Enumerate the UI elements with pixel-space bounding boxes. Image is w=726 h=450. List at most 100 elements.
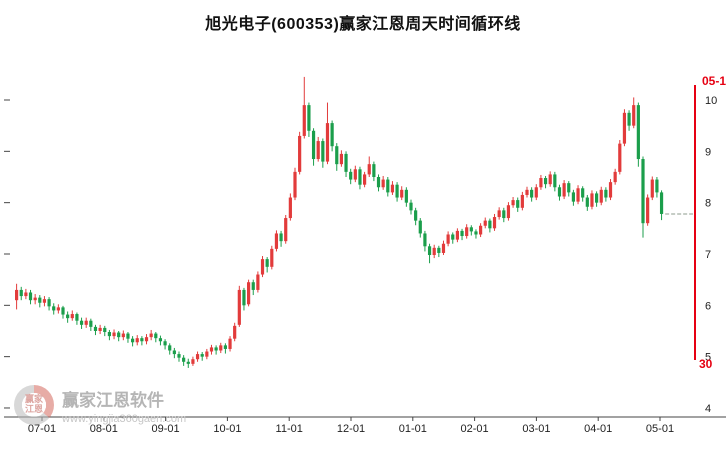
candle-body [223, 345, 227, 349]
candle-body [567, 183, 571, 193]
candle-body [131, 338, 135, 343]
y-tick-label: 9 [705, 146, 711, 158]
candle-body [98, 327, 102, 331]
candle-body [618, 143, 622, 172]
candle-body [465, 227, 469, 237]
candle-body [172, 350, 176, 355]
candle-body [316, 141, 320, 160]
candle-body [469, 227, 473, 232]
x-tick-label: 11-01 [276, 423, 303, 435]
candle-body [386, 179, 390, 193]
candle-body [284, 218, 288, 242]
candle-body [330, 123, 334, 147]
candle-body [562, 183, 566, 197]
y-tick-label: 7 [705, 249, 711, 261]
candle-body [548, 174, 552, 185]
candle-body [307, 105, 311, 131]
candle-body [497, 210, 501, 218]
candle-body [418, 220, 422, 234]
candle-body [103, 327, 107, 333]
candle-body [400, 189, 404, 198]
candle-body [19, 289, 23, 297]
candle-body [427, 246, 432, 256]
candle-body [219, 345, 223, 351]
candle-body [209, 347, 214, 352]
candle-body [632, 105, 636, 126]
watermark-logo-text-top: 赢家 [24, 394, 43, 405]
candle-body [488, 220, 492, 229]
y-tick-label: 10 [705, 95, 717, 107]
candle-body [140, 338, 144, 342]
candle-body [75, 314, 79, 321]
candle-body [61, 307, 65, 315]
candle-body [358, 169, 362, 185]
candle-body [492, 217, 497, 229]
candle-body [636, 105, 640, 160]
candle-body [288, 197, 292, 219]
candle-body [655, 179, 659, 193]
candle-body [293, 171, 297, 198]
candle-body [553, 174, 557, 188]
x-tick-label: 05-01 [646, 423, 674, 435]
watermark-logo-text-bottom: 江恩 [24, 404, 43, 414]
candle-body [228, 338, 232, 349]
candle-body [325, 123, 330, 162]
candle-body [311, 130, 316, 160]
x-tick-label: 03-01 [522, 423, 550, 435]
candle-body [84, 320, 88, 325]
candle-body [627, 112, 631, 126]
candle-body [543, 178, 548, 185]
candle-body [590, 193, 594, 207]
candle-body [479, 225, 483, 235]
x-tick-label: 04-01 [584, 423, 612, 435]
candle-body [390, 184, 395, 193]
candle-body [242, 289, 246, 306]
y-tick-label: 5 [705, 352, 711, 364]
candle-body [79, 320, 84, 325]
candle-body [339, 153, 343, 165]
candle-body [455, 230, 459, 240]
candle-body [205, 351, 209, 357]
candle-body [441, 243, 446, 253]
candle-body [121, 333, 125, 338]
candle-body [256, 274, 260, 290]
candle-body [186, 361, 190, 364]
candle-body [135, 338, 139, 343]
candle-body [149, 333, 153, 338]
candle-body [613, 171, 617, 183]
candle-body [646, 197, 650, 224]
candle-body [367, 164, 371, 175]
candle-body [372, 164, 376, 177]
x-tick-label: 07-01 [28, 423, 56, 435]
candle-body [659, 192, 664, 214]
candle-body [395, 184, 399, 198]
watermark-url: www.yingjia360gaen.com [62, 412, 187, 425]
candle-body [237, 289, 241, 325]
candle-body [126, 333, 130, 339]
candle-body [534, 187, 538, 198]
candle-body [622, 112, 627, 144]
candle-body [163, 341, 167, 346]
candle-body [191, 359, 195, 364]
candle-body [608, 182, 613, 198]
watermark-logo-icon: 赢家 江恩 [14, 385, 54, 425]
candle-body [56, 307, 60, 311]
candle-body [251, 282, 255, 290]
candle-body [530, 189, 534, 198]
y-tick-label: 4 [705, 403, 711, 415]
candle-body [581, 188, 585, 198]
candle-body [557, 187, 562, 197]
candle-body [182, 357, 186, 362]
candle-body [247, 282, 251, 305]
candle-body [298, 135, 302, 172]
candle-body [376, 176, 381, 188]
candle-body [107, 332, 111, 337]
candle-body [117, 332, 121, 338]
x-tick-label: 09-01 [152, 423, 180, 435]
y-tick-label: 8 [705, 198, 711, 210]
candle-body [265, 259, 269, 267]
candle-body [423, 233, 427, 247]
candle-body [344, 153, 348, 172]
candle-body [302, 105, 306, 136]
